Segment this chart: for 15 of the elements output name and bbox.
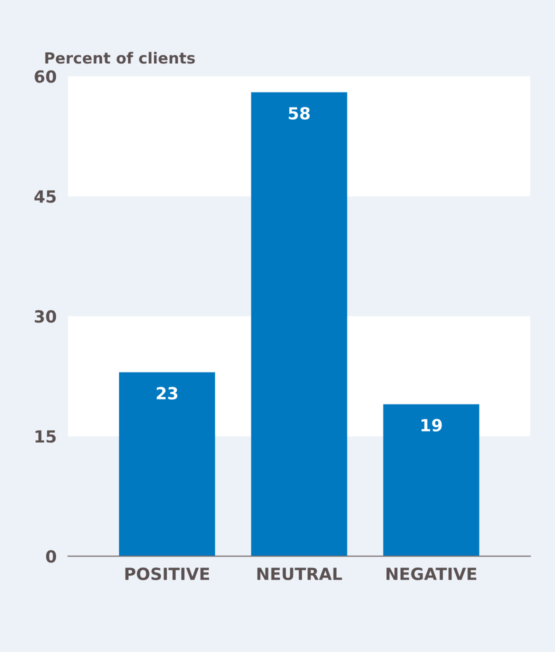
bar bbox=[251, 92, 348, 556]
y-tick-label: 30 bbox=[34, 310, 56, 323]
y-axis-title: Percent of clients bbox=[45, 52, 195, 64]
y-tick-label: 45 bbox=[34, 190, 56, 203]
bar bbox=[383, 404, 480, 556]
x-tick-label: POSITIVE bbox=[125, 568, 210, 580]
y-tick-label: 60 bbox=[34, 70, 56, 83]
x-tick-label: NEGATIVE bbox=[386, 568, 476, 580]
y-tick-label: 15 bbox=[36, 430, 56, 443]
bar bbox=[119, 372, 216, 556]
data-label: 19 bbox=[422, 418, 442, 432]
data-label: 58 bbox=[288, 107, 310, 120]
y-tick-label: 0 bbox=[46, 550, 56, 563]
x-tick-label: NEUTRAL bbox=[257, 568, 342, 580]
data-label: 23 bbox=[156, 386, 178, 400]
